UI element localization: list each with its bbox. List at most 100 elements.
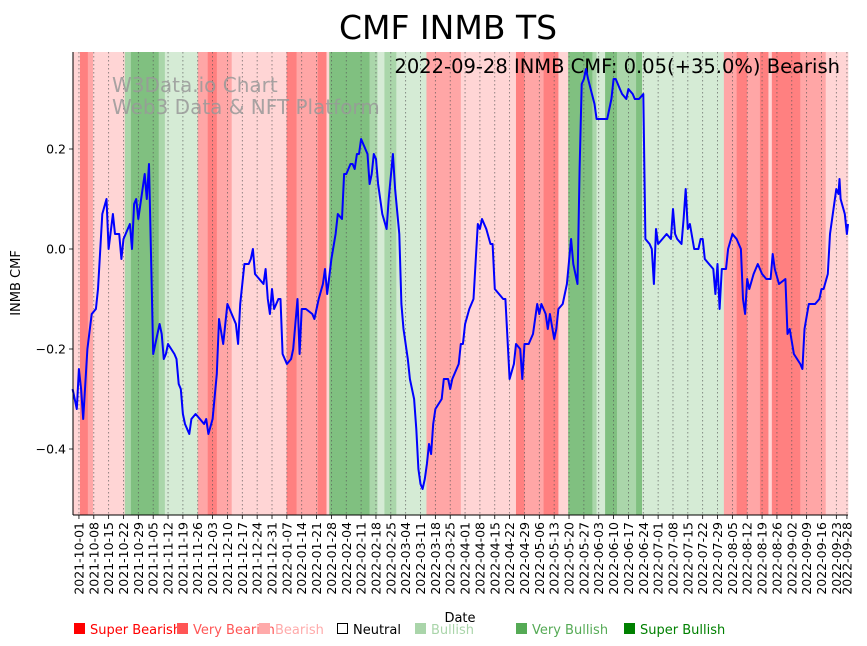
x-tick-label: 2021-11-26 [190, 522, 205, 595]
x-tick-label: 2022-08-26 [769, 522, 784, 595]
regime-band [197, 52, 203, 515]
latest-value-annotation: 2022-09-28 INMB CMF: 0.05(+35.0%) Bearis… [394, 55, 840, 78]
x-tick-label: 2021-11-12 [161, 522, 176, 595]
legend-item: Very Bearish [177, 623, 275, 638]
regime-band [130, 52, 160, 515]
regime-band [636, 52, 643, 515]
regime-band [592, 52, 597, 515]
x-tick-label: 2021-10-01 [71, 522, 86, 595]
regime-band [747, 52, 761, 515]
regime-band [124, 52, 132, 515]
regime-band [296, 52, 318, 515]
y-tick-label: −0.4 [36, 442, 66, 457]
regime-bands [73, 52, 849, 515]
x-tick-label: 2022-07-15 [680, 522, 695, 595]
y-tick-label: −0.2 [36, 342, 66, 357]
x-tick-label: 2022-04-08 [472, 522, 487, 595]
watermark-line-1: W3Data.io Chart [112, 73, 278, 97]
x-tick-label: 2022-05-27 [576, 522, 591, 595]
x-tick-label: 2022-06-10 [606, 522, 621, 595]
regime-band [543, 52, 559, 515]
x-tick-label: 2022-04-22 [502, 522, 517, 595]
y-tick-label: 0.2 [46, 142, 66, 157]
x-tick-label: 2022-08-12 [740, 522, 755, 595]
regime-band [616, 52, 637, 515]
legend-swatch [516, 623, 527, 634]
regime-band [207, 52, 218, 515]
regime-band [759, 52, 769, 515]
regime-band [605, 52, 618, 515]
x-tick-label: 2022-01-14 [294, 522, 309, 595]
watermark-line-2: Web3 Data & NFT Platform [112, 95, 380, 119]
cmf-series-line [71, 68, 849, 490]
legend-item: Very Bullish [516, 623, 608, 638]
regime-band [369, 52, 378, 515]
legend-item: Bullish [415, 623, 474, 638]
x-tick-label: 2022-03-04 [398, 522, 413, 595]
x-tick-label: 2022-07-08 [665, 522, 680, 595]
x-tick-label: 2022-03-18 [428, 522, 443, 595]
regime-band [596, 52, 606, 515]
regime-band [201, 52, 209, 515]
x-tick-label: 2022-02-18 [368, 522, 383, 595]
x-tick-label: 2022-09-02 [784, 522, 799, 595]
x-tick-label: 2021-12-17 [235, 522, 250, 595]
x-tick-label: 2022-05-20 [562, 522, 577, 595]
x-tick-label: 2022-09-09 [799, 522, 814, 595]
legend-swatch [415, 623, 426, 634]
x-tick-label: 2022-03-25 [443, 522, 458, 595]
regime-band [377, 52, 385, 515]
legend-label: Bearish [275, 623, 324, 638]
legend-label: Very Bullish [532, 623, 608, 638]
x-tick-label: 2021-12-31 [265, 522, 280, 595]
legend-item: Neutral [337, 623, 401, 638]
legend-item: Super Bullish [624, 623, 725, 638]
x-tick-label: 2021-10-15 [101, 522, 116, 595]
x-tick-label: 2022-05-06 [532, 522, 547, 595]
x-tick-label: 2022-06-03 [591, 522, 606, 595]
legend-label: Super Bearish [90, 623, 181, 638]
x-tick-label: 2022-04-15 [487, 522, 502, 595]
x-tick-label: 2022-08-05 [725, 522, 740, 595]
regime-band [515, 52, 525, 515]
chart-title: CMF INMB TS [339, 8, 557, 47]
x-tick-label: 2022-07-22 [695, 522, 710, 595]
x-tick-label: 2022-04-29 [517, 522, 532, 595]
y-axis-label: INMB CMF [9, 250, 24, 316]
legend-label: Very Bearish [193, 623, 275, 638]
x-tick-label: 2022-07-29 [710, 522, 725, 595]
x-tick-label: 2022-06-17 [621, 522, 636, 595]
x-tick-label: 2022-09-16 [814, 522, 829, 595]
regime-band [87, 52, 94, 515]
x-axis-ticks: 2021-10-01 2021-10-08 2021-10-15 2021-10-22… [71, 515, 854, 595]
x-tick-label: 2022-02-04 [339, 522, 354, 595]
legend-item: Bearish [259, 623, 324, 638]
x-tick-label: 2021-10-29 [131, 522, 146, 595]
regime-band [524, 52, 544, 515]
regime-band [73, 52, 81, 515]
x-tick-label: 2022-01-28 [324, 522, 339, 595]
y-tick-label: 0.0 [46, 242, 66, 257]
legend-label: Bullish [431, 623, 474, 638]
x-tick-label: 2021-10-08 [86, 522, 101, 595]
regime-band [158, 52, 166, 515]
regime-band [286, 52, 297, 515]
x-tick-label: 2022-01-21 [309, 522, 324, 595]
regime-band [329, 52, 370, 515]
axes [72, 52, 848, 516]
x-tick-label: 2022-06-24 [636, 522, 651, 595]
x-tick-label: 2021-10-22 [116, 522, 131, 595]
x-tick-label: 2022-09-28 [839, 522, 854, 595]
regime-band [558, 52, 569, 515]
x-tick-label: 2021-11-19 [175, 522, 190, 595]
x-axis-label: Date [444, 611, 475, 626]
legend: Super Bearish Very Bearish Bearish Neutral B… [74, 623, 725, 638]
x-tick-label: 2022-04-01 [458, 522, 473, 595]
x-tick-label: 2022-02-25 [383, 522, 398, 595]
x-tick-label: 2021-12-03 [205, 522, 220, 595]
x-tick-label: 2021-12-24 [250, 522, 265, 595]
x-tick-label: 2022-02-11 [354, 522, 369, 595]
x-tick-label: 2022-01-07 [279, 522, 294, 595]
regime-band [768, 52, 773, 515]
